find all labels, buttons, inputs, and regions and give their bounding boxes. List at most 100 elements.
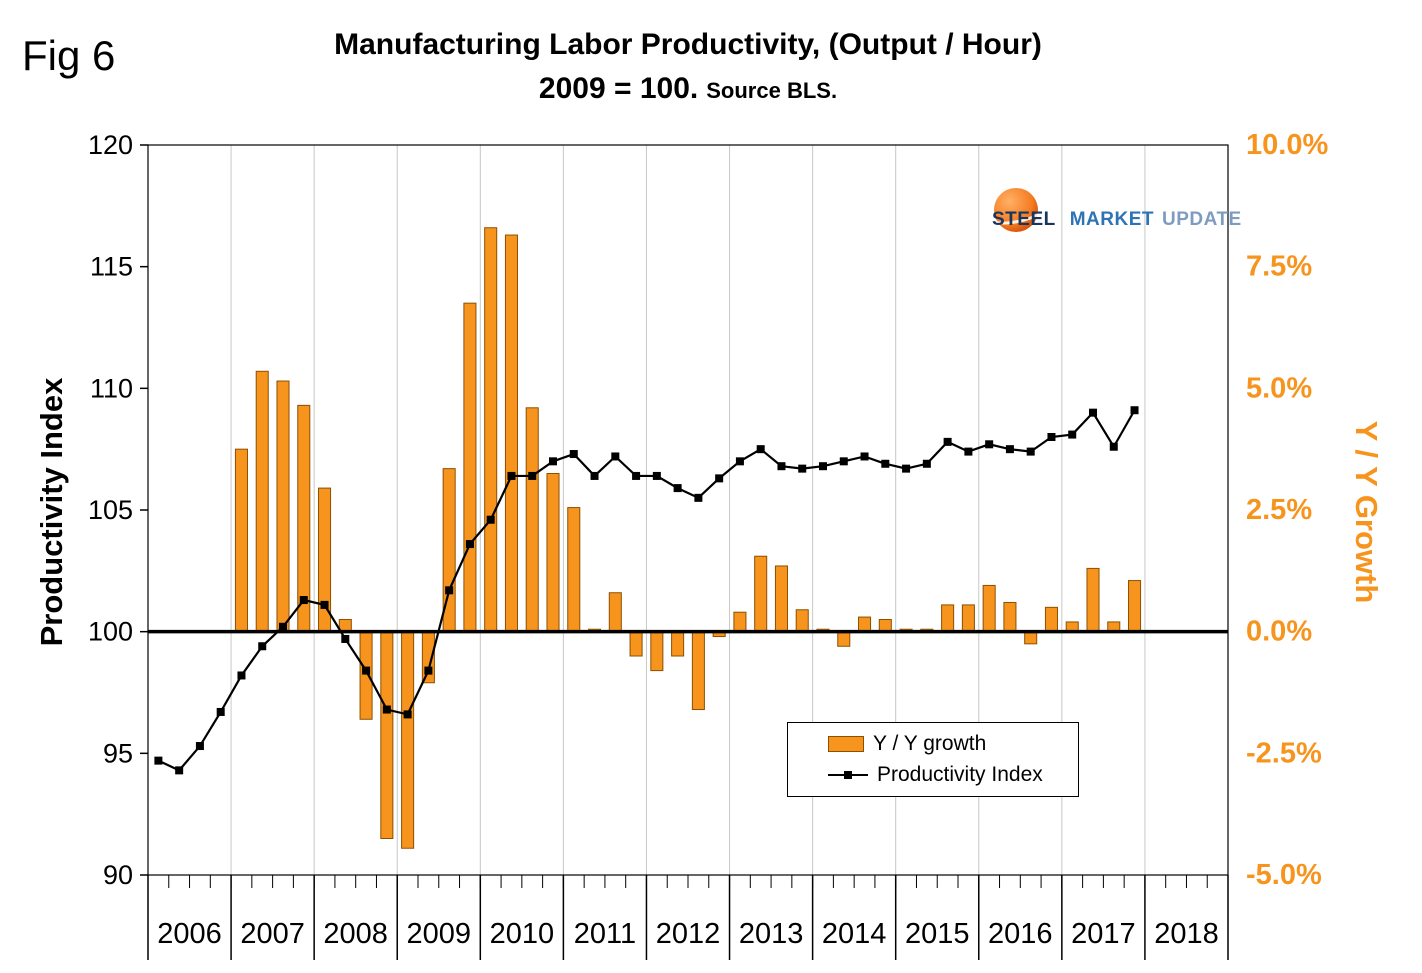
legend-item-growth: Y / Y growth (828, 732, 1072, 756)
year-label: 2016 (988, 918, 1053, 950)
growth-bar (608, 592, 622, 633)
line-marker (175, 766, 184, 775)
line-marker (465, 540, 474, 549)
figure-number: Fig 6 (22, 32, 116, 79)
logo-globe-icon (994, 188, 1038, 232)
line-marker (216, 707, 225, 716)
line-marker (320, 600, 329, 609)
line-marker (403, 710, 412, 719)
line-marker (1130, 406, 1139, 415)
growth-bar (1044, 606, 1058, 633)
right-tick-label: -5.0% (1246, 859, 1322, 891)
line-marker (1047, 433, 1056, 441)
line-marker (964, 447, 973, 456)
line-marker (590, 471, 599, 480)
year-label: 2006 (157, 918, 222, 950)
year-label: 2008 (323, 918, 388, 950)
line-marker (673, 484, 682, 493)
growth-bar (837, 631, 851, 647)
line-marker (195, 742, 204, 751)
year-label: 2007 (240, 918, 305, 950)
growth-bar (754, 555, 768, 633)
year-label: 2010 (490, 918, 555, 950)
growth-bar (380, 631, 394, 840)
growth-bar (1128, 580, 1142, 633)
line-marker (715, 474, 724, 483)
growth-bar (525, 407, 539, 633)
line-marker (611, 452, 620, 461)
year-label: 2012 (656, 918, 721, 950)
left-tick-label: 110 (90, 373, 133, 403)
chart-subtitle: 2009 = 100. Source BLS. (148, 72, 1228, 107)
growth-bar (401, 631, 415, 849)
growth-bar (941, 604, 955, 633)
growth-bar (671, 631, 685, 657)
line-marker (777, 462, 786, 471)
growth-bar (774, 565, 788, 633)
line-marker (382, 705, 391, 714)
line-marker (424, 666, 433, 675)
line-marker (362, 666, 371, 675)
growth-bar (484, 227, 498, 633)
growth-bar (1003, 601, 1017, 633)
line-marker (486, 515, 495, 524)
smu-logo: STEEL MARKET UPDATE (948, 188, 1242, 242)
legend-item-index: Productivity Index (828, 763, 1072, 787)
growth-bar (463, 302, 477, 633)
year-label: 2011 (574, 918, 636, 950)
line-marker (1005, 445, 1014, 454)
line-marker (756, 445, 765, 454)
line-marker (839, 457, 848, 466)
logo-word-steel: STEEL (992, 209, 1056, 230)
legend: Y / Y growth Productivity Index (787, 722, 1079, 797)
line-marker (237, 671, 246, 680)
left-tick-label: 120 (88, 130, 133, 160)
growth-bar (733, 611, 747, 633)
line-marker (507, 471, 516, 480)
growth-bar (359, 631, 373, 720)
year-label: 2015 (905, 918, 970, 950)
line-marker (299, 596, 308, 605)
subtitle-source: Source BLS. (706, 77, 838, 103)
right-tick-label: -2.5% (1246, 737, 1322, 769)
line-marker (279, 622, 287, 631)
legend-bar-swatch-icon (828, 736, 864, 752)
growth-bar (504, 234, 518, 633)
line-marker (154, 756, 163, 765)
line-marker (652, 471, 661, 480)
line-marker (341, 634, 350, 643)
growth-bar (1024, 631, 1038, 645)
line-marker (985, 440, 994, 449)
growth-bar (1086, 567, 1100, 633)
line-marker (902, 464, 911, 473)
growth-bar (982, 584, 996, 633)
growth-bar (546, 473, 560, 633)
growth-bar (567, 507, 581, 633)
line-marker (569, 450, 578, 459)
year-label: 2014 (822, 918, 887, 950)
legend-line-label: Productivity Index (877, 763, 1043, 786)
legend-bar-label: Y / Y growth (873, 732, 987, 755)
growth-bar (650, 631, 664, 672)
growth-bar (234, 448, 248, 633)
title-block: Manufacturing Labor Productivity, (Outpu… (148, 28, 1228, 106)
chart-title: Manufacturing Labor Productivity, (Outpu… (334, 28, 1042, 61)
line-marker (694, 493, 703, 502)
right-tick-label: 0.0% (1246, 616, 1312, 648)
left-tick-label: 115 (90, 252, 133, 282)
line-marker (632, 471, 641, 480)
growth-bar (629, 631, 643, 657)
line-marker (1026, 447, 1035, 456)
line-marker (922, 459, 931, 468)
line-marker (258, 642, 267, 651)
growth-bar (878, 619, 892, 633)
growth-bar (961, 604, 975, 633)
growth-bar (795, 609, 809, 633)
line-marker (549, 457, 557, 466)
year-label: 2018 (1154, 918, 1219, 950)
subtitle-base: 2009 = 100. (538, 71, 699, 105)
left-tick-label: 100 (88, 617, 133, 647)
logo-word-market: MARKET (1069, 209, 1155, 230)
right-tick-label: 10.0% (1246, 129, 1328, 161)
